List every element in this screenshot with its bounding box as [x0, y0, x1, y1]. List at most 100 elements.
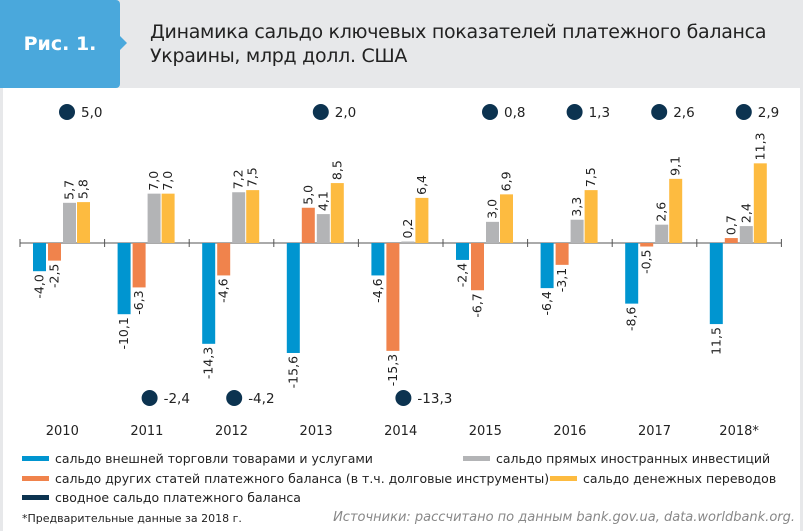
- summary-label: 2,9: [758, 105, 779, 121]
- category-label: 2017: [638, 424, 671, 439]
- summary-label: -13,3: [417, 391, 452, 407]
- legend-label: сальдо денежных переводов: [583, 471, 777, 486]
- summary-dot: [566, 104, 583, 120]
- bar-3: [161, 193, 175, 243]
- summary-label: 2,6: [673, 105, 694, 121]
- data-label: -6,3: [131, 290, 146, 314]
- bar-2: [655, 224, 669, 243]
- bar-3: [669, 178, 683, 243]
- legend-label: сальдо других статей платежного баланса …: [55, 471, 550, 486]
- summary-label: 5,0: [81, 105, 102, 121]
- data-label: -0,5: [639, 250, 654, 274]
- summary-dot: [735, 104, 752, 120]
- legend-label: сальдо прямых иностранных инвестиций: [496, 451, 771, 466]
- summary-dot: [312, 104, 329, 120]
- summary-label: -4,2: [248, 391, 274, 407]
- bar-1: [301, 207, 315, 243]
- data-label: 7,0: [160, 171, 175, 191]
- data-label: -15,3: [385, 354, 400, 386]
- data-label: -6,7: [470, 293, 485, 317]
- data-label: -10,1: [116, 317, 131, 349]
- category-label: 2018*: [719, 424, 759, 439]
- summary-label: 2,0: [335, 105, 356, 121]
- legend-item-trade: сальдо внешней торговли товарами и услуг…: [22, 451, 373, 466]
- data-label: 5,0: [300, 185, 315, 205]
- category-label: 2012: [215, 424, 248, 439]
- data-label: -8,6: [624, 307, 639, 331]
- bar-chart: 2010 -4,0 -2,5 5,7 5,8 5,0 2011 -10,1-6,3 7,0 7,0…: [19, 104, 782, 439]
- category-label: 2014: [384, 424, 417, 439]
- legend-label: сводное сальдо платежного баланса: [55, 490, 301, 505]
- data-label: 7,2: [231, 169, 246, 189]
- legend-label: сальдо внешней торговли товарами и услуг…: [55, 451, 373, 466]
- bar-1: [386, 243, 400, 351]
- summary-dot: [395, 390, 412, 406]
- data-label: 7,5: [583, 167, 598, 187]
- bar-0: [286, 243, 300, 353]
- bar-3: [753, 163, 767, 243]
- data-label: -6,4: [539, 291, 554, 315]
- category-label: 2013: [300, 424, 333, 439]
- bar-1: [132, 243, 146, 288]
- data-label: -3,1: [554, 268, 569, 292]
- data-label: -14,3: [201, 347, 216, 379]
- data-label: 8,5: [329, 160, 344, 180]
- bar-2: [147, 193, 161, 243]
- summary-dot: [141, 390, 158, 406]
- data-label: 4,1: [315, 191, 330, 211]
- data-label: 11,3: [752, 132, 767, 160]
- right-border: [800, 88, 803, 531]
- data-label: 0,2: [400, 219, 415, 239]
- bar-3: [584, 190, 598, 243]
- bar-1: [471, 243, 484, 291]
- bar-2: [486, 221, 499, 243]
- data-label: 7,5: [245, 167, 260, 187]
- source-note: Источники: рассчитано по данным bank.gov…: [333, 510, 795, 525]
- bar-2: [316, 214, 330, 243]
- data-label: 7,0: [146, 171, 161, 191]
- legend-swatch: [463, 456, 490, 461]
- bar-0: [625, 243, 639, 304]
- data-label: -2,4: [455, 263, 470, 287]
- legend-swatch: [22, 476, 49, 481]
- bar-0: [202, 243, 216, 344]
- data-label: -4,6: [370, 278, 385, 302]
- bar-3: [77, 202, 90, 243]
- bar-2: [401, 241, 415, 243]
- bar-2: [232, 192, 246, 243]
- bar-1: [724, 238, 738, 243]
- data-label: 11,5: [708, 327, 723, 355]
- bar-2: [739, 226, 753, 243]
- bar-1: [555, 243, 569, 265]
- figure-label: Рис. 1.: [0, 0, 127, 88]
- data-label: 3,0: [485, 199, 500, 219]
- data-label: 0,7: [723, 215, 738, 235]
- bar-3: [500, 194, 513, 243]
- bar-0: [371, 243, 385, 276]
- summary-label: -2,4: [164, 391, 190, 407]
- summary-dot: [226, 390, 243, 406]
- bar-3: [415, 197, 429, 243]
- bar-0: [709, 243, 723, 325]
- bar-0: [540, 243, 554, 289]
- legend-item-overall: сводное сальдо платежного баланса: [22, 490, 301, 505]
- data-label: 9,1: [668, 156, 683, 176]
- data-label: 6,9: [499, 171, 514, 191]
- data-label: 5,7: [62, 180, 77, 200]
- summary-label: 1,3: [589, 105, 610, 121]
- legend-swatch: [22, 456, 49, 461]
- legend-swatch: [550, 476, 577, 481]
- chart-title: Динамика сальдо ключевых показателей пла…: [150, 21, 767, 67]
- bar-1: [217, 243, 231, 276]
- header: [0, 0, 803, 88]
- category-label: 2015: [469, 424, 502, 439]
- summary-dot: [651, 104, 668, 120]
- summary-label: 0,8: [504, 105, 525, 121]
- legend-item-other: сальдо других статей платежного баланса …: [22, 471, 549, 486]
- footnote: *Предварительные данные за 2018 г.: [22, 512, 242, 525]
- bar-3: [330, 183, 344, 243]
- left-border: [0, 88, 3, 531]
- bar-3: [246, 190, 260, 243]
- data-label: -4,6: [216, 278, 231, 302]
- category-label: 2011: [130, 424, 163, 439]
